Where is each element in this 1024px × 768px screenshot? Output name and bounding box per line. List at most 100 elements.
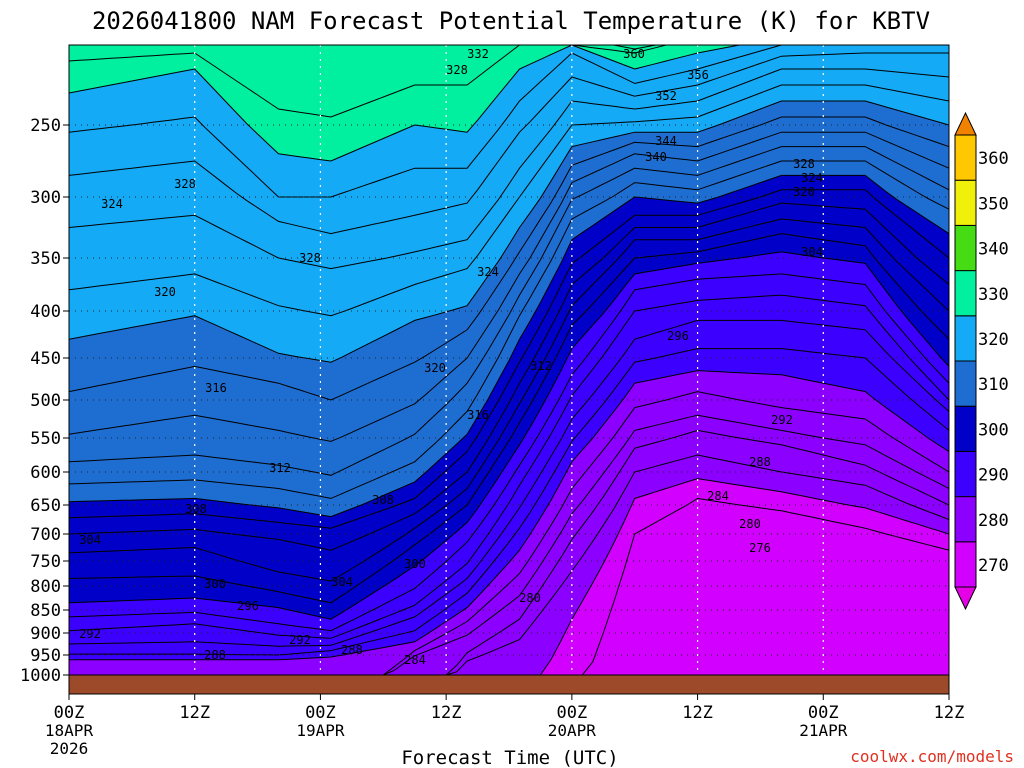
x-tick-date: 18APR: [45, 721, 94, 740]
y-tick-label: 900: [30, 624, 61, 644]
colorbar-swatch: [954, 179, 977, 226]
colorbar-swatch: [954, 270, 977, 317]
isentrope-326: [69, 52, 949, 235]
isentrope-328: [69, 45, 949, 198]
y-tick-label: 550: [30, 429, 61, 449]
contour-label: 284: [404, 653, 426, 667]
contour-label: 324: [801, 171, 823, 185]
colorbar-swatch: [954, 360, 977, 407]
x-tick-label: 12Z: [934, 703, 965, 723]
contour-label: 292: [79, 627, 101, 641]
theta-filled-contours: [69, 45, 949, 675]
x-tick-label: 00Z: [54, 703, 85, 723]
contour-label: 308: [185, 502, 207, 516]
colorbar-tick-label: 310: [978, 375, 1009, 395]
x-tick-label: 00Z: [808, 703, 839, 723]
contour-label: 316: [467, 408, 489, 422]
x-tick-label: 12Z: [179, 703, 210, 723]
isentrope-280: [69, 478, 949, 675]
isentrope-330: [69, 45, 949, 162]
contour-label: 328: [299, 251, 321, 265]
y-tick-label: 350: [30, 249, 61, 269]
contour-label: 296: [237, 599, 259, 613]
y-tick-label: 1000: [20, 666, 61, 686]
colorbar-tick-label: 270: [978, 556, 1009, 576]
colorbar-swatch: [954, 224, 977, 272]
contour-label: 340: [645, 150, 667, 164]
contour-label: 280: [519, 591, 541, 605]
contour-label: 316: [205, 381, 227, 395]
y-tick-label: 700: [30, 525, 61, 545]
contour-label: 308: [372, 493, 394, 507]
contour-label: 320: [424, 361, 446, 375]
isentrope-312: [69, 160, 949, 499]
theta-band-280: [69, 478, 949, 675]
x-axis-label: Forecast Time (UTC): [401, 747, 618, 768]
contour-label: 284: [707, 489, 729, 503]
isentrope-320: [69, 100, 949, 363]
colorbar-swatch: [954, 405, 977, 452]
colorbar-swatch: [954, 541, 977, 588]
theta-contour-lines: [69, 45, 949, 675]
contour-label: 320: [154, 285, 176, 299]
isentrope-310: [69, 174, 949, 518]
contour-label: 304: [331, 575, 353, 589]
contour-label: 328: [793, 157, 815, 171]
colorbar-high-arrow: [954, 111, 977, 136]
colorbar-tick-label: 290: [978, 466, 1009, 486]
contour-label: 312: [269, 461, 291, 475]
contour-label: 328: [446, 63, 468, 77]
y-tick-label: 850: [30, 601, 61, 621]
contour-label: 324: [101, 197, 123, 211]
chart-title: 2026041800 NAM Forecast Potential Temper…: [92, 7, 930, 35]
y-tick-label: 250: [30, 116, 61, 136]
isentrope-322: [69, 84, 949, 317]
credit-text: coolwx.com/models: [850, 747, 1014, 766]
colorbar-swatch: [954, 134, 977, 181]
contour-label: 300: [204, 577, 226, 591]
y-tick-label: 400: [30, 302, 61, 322]
colorbar-tick-label: 340: [978, 240, 1009, 260]
contour-label: 280: [739, 517, 761, 531]
isentrope-294: [69, 319, 949, 647]
contour-label: 320: [793, 185, 815, 199]
isentrope-318: [69, 116, 949, 401]
y-tick-label: 750: [30, 552, 61, 572]
isentrope-284: [69, 429, 949, 675]
contour-label: 292: [289, 633, 311, 647]
isentrope-300: [69, 251, 949, 620]
contour-label: 300: [404, 557, 426, 571]
y-tick-label: 600: [30, 463, 61, 483]
x-tick-date: 21APR: [799, 721, 848, 740]
contour-label: 328: [174, 177, 196, 191]
isentrope-298: [69, 273, 949, 632]
colorbar-tick-label: 280: [978, 511, 1009, 531]
colorbar-low-arrow: [954, 586, 977, 611]
contour-label: 304: [801, 245, 823, 259]
y-axis-ticks: 250 300 350 400 450 500 550 600 650 700 750 800 850 9…: [20, 116, 69, 686]
y-tick-label: 800: [30, 577, 61, 597]
grid-lines: [69, 45, 949, 675]
contour-label: 312: [530, 359, 552, 373]
contour-label: 296: [667, 329, 689, 343]
contour-label: 288: [204, 648, 226, 662]
x-tick-date: 20APR: [548, 721, 597, 740]
isentrope-292: [69, 348, 949, 656]
contour-label: 324: [477, 265, 499, 279]
contour-label: 288: [749, 455, 771, 469]
contour-label: 332: [467, 47, 489, 61]
colorbar: 270 280 290 300 310 320 330 340 350 360: [954, 111, 1009, 611]
colorbar-tick-label: 320: [978, 330, 1009, 350]
colorbar-swatch: [954, 315, 977, 362]
isentrope-316: [69, 131, 949, 442]
isentrope-332: [69, 45, 949, 118]
x-tick-label: 12Z: [431, 703, 462, 723]
contour-label: 344: [655, 134, 677, 148]
contour-label: 292: [771, 413, 793, 427]
isentrope-296: [69, 294, 949, 639]
isentrope-282: [69, 454, 949, 675]
isentrope-306: [69, 202, 949, 551]
contour-label: 360: [623, 47, 645, 61]
